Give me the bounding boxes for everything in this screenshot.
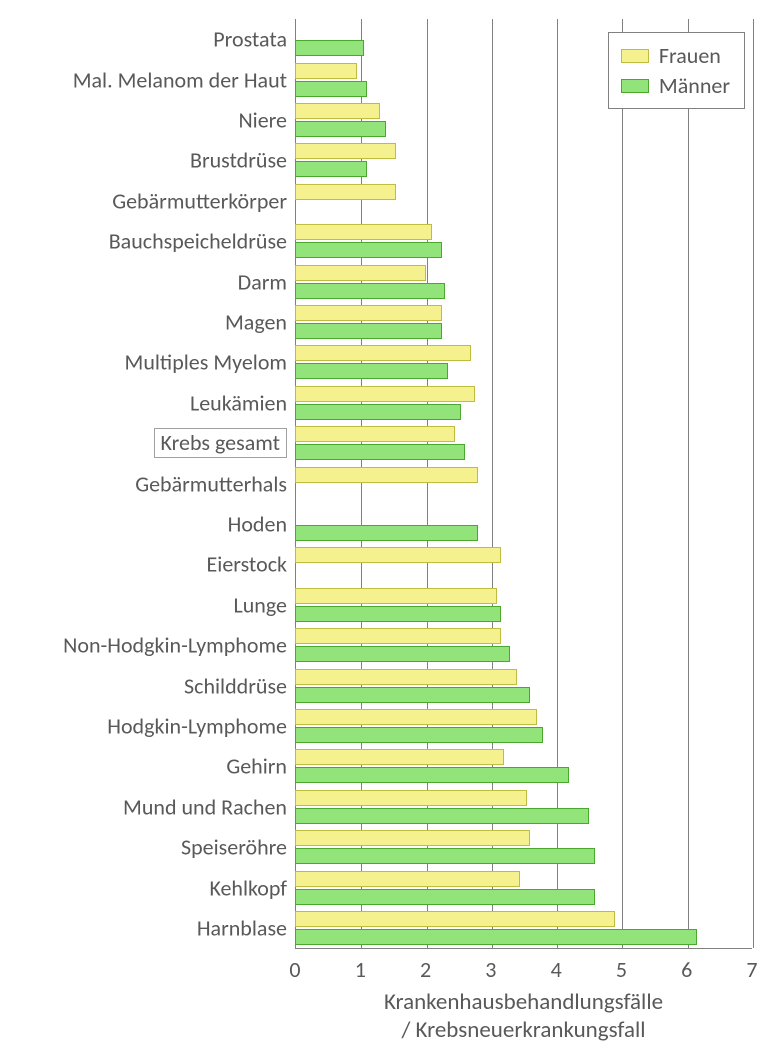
- category-label: Mal. Melanom der Haut: [73, 66, 287, 93]
- legend: FrauenMänner: [608, 32, 745, 109]
- category-label: Hodgkin-Lymphome: [107, 713, 287, 740]
- x-tick-label: 3: [485, 956, 496, 983]
- bar-frauen: [295, 224, 432, 240]
- x-tick-label: 7: [746, 956, 757, 983]
- bar-frauen: [295, 345, 471, 361]
- category-label: Gebärmutterhals: [135, 470, 287, 497]
- bar-frauen: [295, 103, 380, 119]
- x-axis-title: Krankenhausbehandlungsfälle / Krebsneuer…: [384, 988, 663, 1044]
- bar-maenner: [295, 283, 445, 299]
- category-label: Leukämien: [190, 389, 287, 416]
- bar-maenner: [295, 687, 530, 703]
- bar-frauen: [295, 386, 475, 402]
- legend-label: Frauen: [659, 41, 721, 71]
- chart-container: FrauenMänner Krankenhausbehandlungsfälle…: [0, 0, 769, 1024]
- bar-frauen: [295, 588, 497, 604]
- bar-maenner: [295, 889, 595, 905]
- category-label: Krebs gesamt: [154, 428, 287, 458]
- bar-maenner: [295, 646, 510, 662]
- bar-maenner: [295, 525, 478, 541]
- bar-frauen: [295, 628, 501, 644]
- category-label: Bauchspeicheldrüse: [109, 228, 287, 255]
- bar-frauen: [295, 426, 455, 442]
- category-label: Schilddrüse: [184, 672, 287, 699]
- legend-swatch: [621, 49, 649, 63]
- bar-frauen: [295, 749, 504, 765]
- bar-frauen: [295, 830, 530, 846]
- category-label: Hoden: [228, 511, 287, 538]
- bar-maenner: [295, 363, 448, 379]
- category-label: Kehlkopf: [209, 874, 287, 901]
- bar-maenner: [295, 808, 589, 824]
- bar-maenner: [295, 727, 543, 743]
- bar-maenner: [295, 121, 386, 137]
- bar-frauen: [295, 871, 520, 887]
- bar-frauen: [295, 467, 478, 483]
- bar-frauen: [295, 547, 501, 563]
- legend-swatch: [621, 79, 649, 93]
- category-label: Darm: [238, 268, 287, 295]
- bar-maenner: [295, 444, 465, 460]
- bar-maenner: [295, 929, 697, 945]
- category-label: Multiples Myelom: [125, 349, 287, 376]
- category-label: Gebärmutterkörper: [112, 187, 287, 214]
- bar-frauen: [295, 184, 396, 200]
- bar-frauen: [295, 63, 357, 79]
- category-label: Brustdrüse: [190, 147, 287, 174]
- bar-maenner: [295, 404, 461, 420]
- gridline: [753, 19, 754, 948]
- x-tick-label: 0: [289, 956, 300, 983]
- category-label: Niere: [238, 107, 287, 134]
- category-label: Prostata: [213, 26, 287, 53]
- bar-frauen: [295, 790, 527, 806]
- x-tick-label: 2: [420, 956, 431, 983]
- bar-maenner: [295, 81, 367, 97]
- category-label: Mund und Rachen: [123, 793, 287, 820]
- category-label: Eierstock: [207, 551, 287, 578]
- bar-frauen: [295, 911, 615, 927]
- legend-label: Männer: [659, 71, 730, 101]
- category-label: Harnblase: [197, 915, 287, 942]
- bar-maenner: [295, 161, 367, 177]
- bar-maenner: [295, 848, 595, 864]
- legend-item: Frauen: [621, 41, 730, 71]
- x-tick-label: 4: [551, 956, 562, 983]
- category-label: Lunge: [234, 591, 288, 618]
- category-label: Non-Hodgkin-Lymphome: [63, 632, 287, 659]
- bar-maenner: [295, 606, 501, 622]
- bar-maenner: [295, 40, 364, 56]
- bar-maenner: [295, 767, 569, 783]
- category-label: Gehirn: [226, 753, 287, 780]
- bar-frauen: [295, 143, 396, 159]
- bar-frauen: [295, 265, 426, 281]
- bar-maenner: [295, 242, 442, 258]
- x-tick-label: 6: [681, 956, 692, 983]
- bar-maenner: [295, 323, 442, 339]
- x-tick-label: 5: [616, 956, 627, 983]
- x-tick-label: 1: [355, 956, 366, 983]
- category-label: Speiseröhre: [181, 834, 287, 861]
- bar-frauen: [295, 305, 442, 321]
- bar-frauen: [295, 709, 537, 725]
- gridline: [688, 19, 689, 948]
- gridline: [622, 19, 623, 948]
- bar-frauen: [295, 669, 517, 685]
- category-label: Magen: [225, 309, 287, 336]
- legend-item: Männer: [621, 71, 730, 101]
